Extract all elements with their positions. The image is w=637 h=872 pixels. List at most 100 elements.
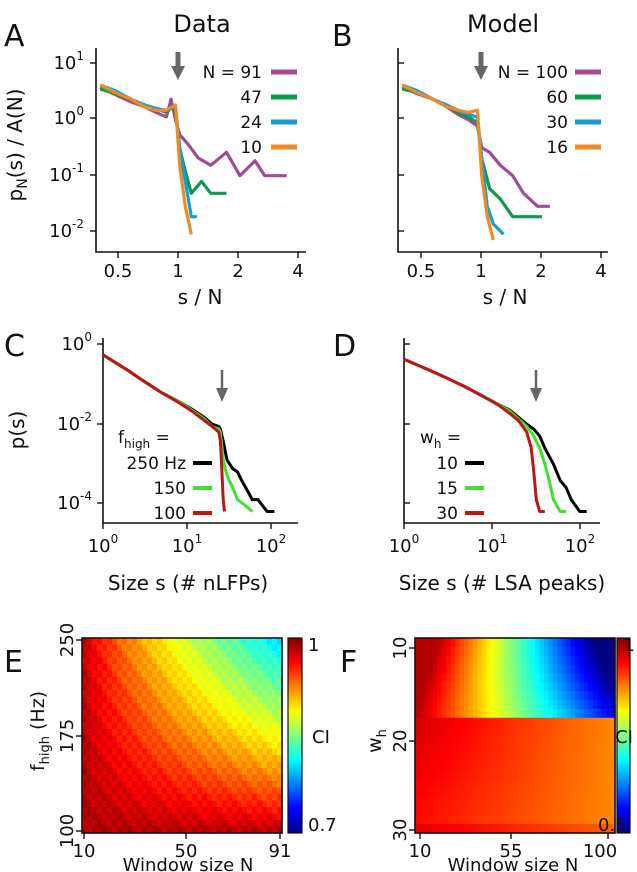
panel-e-heatmap-cell xyxy=(172,638,178,646)
panel-e-heatmap-cell xyxy=(112,794,118,802)
panel-e-heatmap-cell xyxy=(272,794,278,802)
panel-e-heatmap-cell xyxy=(162,657,168,665)
panel-f-heatmap-cell xyxy=(432,753,438,763)
panel-e-heatmap-cell xyxy=(252,768,258,776)
panel-f-heatmap-cell xyxy=(455,664,461,675)
panel-e-heatmap-cell xyxy=(177,807,183,815)
panel-f-heatmap-cell xyxy=(579,700,585,710)
panel-e-heatmap-cell xyxy=(97,794,103,802)
panel-f-heatmap-cell xyxy=(517,638,523,648)
panel-f-heatmap-cell xyxy=(588,744,594,754)
panel-e-heatmap-cell xyxy=(152,729,158,737)
panel-e-heatmap-cell xyxy=(107,664,113,672)
panel-e-heatmap-cell xyxy=(247,703,253,711)
panel-e-heatmap-cell xyxy=(237,703,243,711)
panel-f-heatmap-cell xyxy=(477,691,483,701)
panel-e-heatmap-cell xyxy=(117,735,123,743)
panel-e-heatmap-cell xyxy=(277,657,283,665)
panel-e-heatmap-cell xyxy=(187,774,193,782)
panel-e-heatmap-cell xyxy=(102,813,108,821)
panel-f-heatmap-cell xyxy=(566,708,572,719)
panel-e-heatmap-cell xyxy=(107,638,113,646)
panel-e-heatmap-cell xyxy=(207,709,213,717)
panel-d-xtick-0: 100 xyxy=(389,532,420,557)
panel-e-heatmap-cell xyxy=(127,696,133,704)
panel-e-heatmap-cell xyxy=(97,800,103,808)
panel-f-heatmap-cell xyxy=(548,682,554,692)
panel-e-heatmap-cell xyxy=(182,742,188,750)
panel-f-heatmap-cell xyxy=(432,762,438,772)
panel-e-heatmap-cell xyxy=(167,826,173,834)
panel-e-heatmap-cell xyxy=(217,696,223,704)
panel-f-heatmap-cell xyxy=(463,691,469,701)
panel-e-heatmap-cell xyxy=(82,813,88,821)
panel-f-heatmap-cell xyxy=(455,806,461,816)
series-line-24 xyxy=(99,83,197,219)
panel-e-heatmap-cell xyxy=(162,638,168,646)
panel-f-heatmap-cell xyxy=(437,806,443,816)
panel-e-heatmap-cell xyxy=(212,826,218,834)
panel-e-heatmap-cell xyxy=(147,690,153,698)
panel-e-heatmap-cell xyxy=(157,709,163,717)
panel-f-heatmap-cell xyxy=(508,797,514,808)
panel-e-heatmap-cell xyxy=(142,703,148,711)
panel-f-heatmap-cell xyxy=(597,691,603,701)
panel-e-heatmap-cell xyxy=(277,755,283,763)
panel-f-heatmap-cell xyxy=(530,717,536,728)
panel-e-heatmap-cell xyxy=(182,781,188,789)
panel-f-heatmap-cell xyxy=(566,806,572,816)
panel-e-heatmap-cell xyxy=(177,729,183,737)
panel-e-heatmap-cell xyxy=(97,729,103,737)
panel-e-heatmap-cell xyxy=(182,787,188,795)
panel-e-heatmap-cell xyxy=(257,735,263,743)
panel-e-heatmap-cell xyxy=(137,644,143,652)
panel-e-heatmap-cell xyxy=(247,755,253,763)
panel-e-heatmap-cell xyxy=(232,722,238,730)
panel-f-heatmap-cell xyxy=(459,762,465,772)
panel-f-heatmap-cell xyxy=(535,744,541,754)
panel-f-heatmap xyxy=(415,638,616,834)
panel-f-heatmap-cell xyxy=(459,788,465,799)
panel-e-heatmap-cell xyxy=(187,722,193,730)
panel-f-heatmap-cell xyxy=(521,638,527,648)
panel-f-heatmap-cell xyxy=(530,682,536,692)
panel-e-heatmap-cell xyxy=(242,709,248,717)
panel-e-heatmap-cell xyxy=(237,722,243,730)
panel-e-heatmap-cell xyxy=(277,703,283,711)
panel-e-heatmap-cell xyxy=(252,813,258,821)
panel-f-heatmap-cell xyxy=(597,779,603,790)
panel-e-heatmap-cell xyxy=(207,794,213,802)
panel-e-heatmap-cell xyxy=(147,644,153,652)
panel-e-heatmap-cell xyxy=(197,820,203,828)
panel-f-heatmap-cell xyxy=(566,717,572,728)
panel-f-heatmap-cell xyxy=(423,682,429,692)
panel-f-heatmap-cell xyxy=(503,700,509,710)
panel-e-heatmap-cell xyxy=(127,761,133,769)
panel-e-heatmap-cell xyxy=(147,826,153,834)
panel-e-heatmap-cell xyxy=(92,807,98,815)
panel-e-heatmap-cell xyxy=(187,670,193,678)
panel-e-heatmap-cell xyxy=(207,735,213,743)
panel-e-heatmap-cell xyxy=(152,807,158,815)
panel-f-heatmap-cell xyxy=(575,815,581,825)
panel-f-heatmap-cell xyxy=(606,744,612,754)
panel-f-heatmap-cell xyxy=(579,638,585,648)
panel-f-heatmap-cell xyxy=(472,700,478,710)
panel-f-heatmap-cell xyxy=(543,824,549,834)
panel-e-heatmap-cell xyxy=(252,703,258,711)
panel-f-heatmap-cell xyxy=(419,726,425,737)
panel-e-heatmap-cell xyxy=(177,761,183,769)
panel-e-heatmap-cell xyxy=(107,677,113,685)
panel-f-heatmap-cell xyxy=(570,824,576,834)
panel-e-heatmap-cell xyxy=(202,768,208,776)
panel-f-heatmap-cell xyxy=(450,655,456,666)
panel-f-heatmap-cell xyxy=(552,673,558,683)
panel-e-colorbar xyxy=(287,637,303,834)
panel-d-legend-label-1: 15 xyxy=(436,479,458,499)
panel-f-heatmap-cell xyxy=(481,788,487,799)
panel-e-heatmap-cell xyxy=(102,748,108,756)
panel-f-heatmap-cell xyxy=(486,708,492,719)
panel-a-legend-name-0: 91 xyxy=(240,63,262,83)
panel-e-heatmap-cell xyxy=(212,781,218,789)
panel-f-heatmap-cell xyxy=(472,664,478,675)
